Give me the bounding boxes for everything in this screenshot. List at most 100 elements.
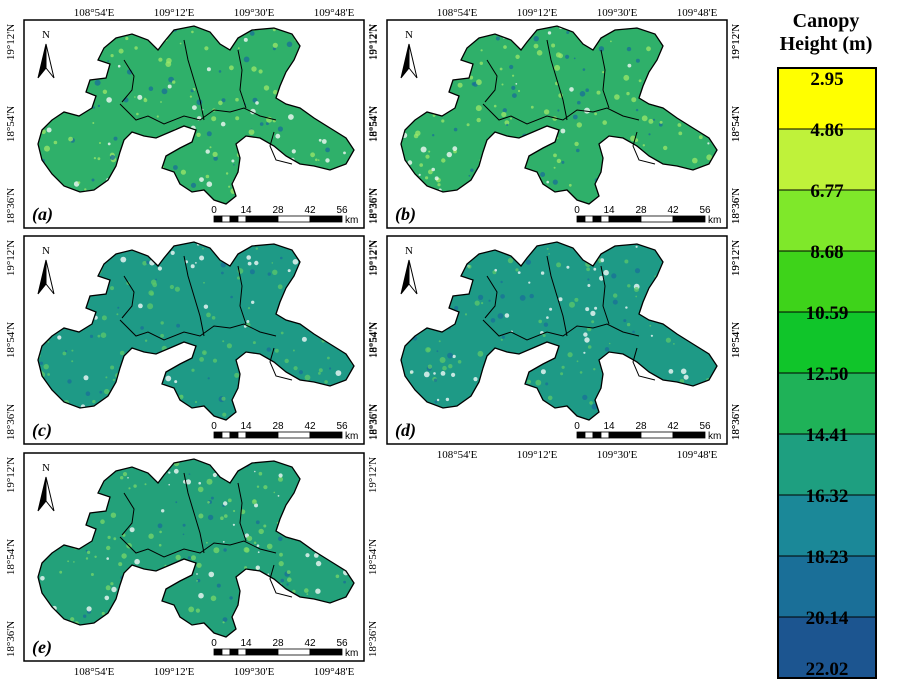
legend-value-label: 20.14 [806,608,849,629]
legend-value-label: 22.02 [806,659,849,680]
lat-tick-label: 18°54'N [730,106,742,142]
lon-tick-label: 109°48'E [677,449,718,461]
scale-unit: km [345,431,358,442]
legend-swatch [777,67,877,130]
lon-tick-label: 109°30'E [234,666,275,678]
scale-tick-label: 56 [336,205,348,216]
lat-tick-label: 18°36'N [730,404,742,440]
lat-tick-label: 19°12'N [730,24,742,60]
scale-tick-label: 42 [667,205,679,216]
legend-title-line1: Canopy [793,10,860,32]
legend-swatch [777,616,877,679]
lat-tick-label: 19°12'N [368,240,380,276]
legend-swatch [777,372,877,435]
lat-tick-label: 19°12'N [367,24,379,60]
lat-tick-label: 18°36'N [368,188,380,224]
legend-value-label: 6.77 [810,181,844,202]
scale-tick-label: 0 [574,421,580,432]
lat-tick-label: 19°12'N [5,24,17,60]
scale-tick-label: 0 [211,421,217,432]
lat-tick-label: 19°12'N [367,457,379,493]
legend-value-label: 4.86 [810,120,843,141]
north-arrow: N [37,462,55,512]
scale-unit: km [708,215,721,226]
lat-tick-label: 18°54'N [730,322,742,358]
lon-tick-label: 109°12'E [154,666,195,678]
lat-tick-label: 19°12'N [367,240,379,276]
lon-tick-label: 109°30'E [234,7,275,19]
lat-tick-label: 18°36'N [368,404,380,440]
scale-tick-label: 14 [240,638,252,649]
north-arrow: N [37,29,55,79]
panel-label: (e) [32,637,52,658]
lon-tick-label: 109°48'E [314,7,355,19]
lat-tick-label: 18°36'N [730,404,742,440]
legend-swatch [777,189,877,252]
lat-tick-label: 18°36'N [5,621,17,657]
scale-tick-label: 0 [211,638,217,649]
legend-value-label: 12.50 [806,364,849,385]
lon-tick-label: 108°54'E [437,7,478,19]
scale-tick-label: 56 [336,638,348,649]
lat-tick-label: 19°12'N [730,240,742,276]
legend-swatch [777,555,877,618]
scale-tick-label: 28 [272,638,284,649]
scale-tick-label: 56 [336,421,348,432]
panel-label: (b) [395,204,416,225]
panel-label: (d) [395,420,416,441]
lat-tick-label: 18°36'N [367,404,379,440]
north-label: N [42,462,50,474]
lon-tick-label: 109°12'E [517,449,558,461]
north-arrow: N [37,245,55,295]
legend-value-label: 14.41 [806,425,849,446]
legend-swatch [777,128,877,191]
lat-tick-label: 18°54'N [5,539,17,575]
lat-tick-label: 18°36'N [5,404,17,440]
lon-tick-label: 108°54'E [74,7,115,19]
scale-tick-label: 56 [699,421,711,432]
lon-tick-label: 109°12'E [154,7,195,19]
scale-tick-label: 56 [699,205,711,216]
scale-unit: km [708,431,721,442]
scale-tick-label: 42 [667,421,679,432]
scale-tick-label: 42 [304,638,316,649]
lon-tick-label: 108°54'E [74,666,115,678]
lat-tick-label: 18°54'N [730,106,742,142]
north-arrow: N [400,245,418,295]
lat-tick-label: 18°54'N [5,322,17,358]
lat-tick-label: 18°54'N [367,322,379,358]
lon-tick-label: 109°48'E [677,7,718,19]
north-label: N [42,29,50,41]
lat-tick-label: 18°54'N [367,539,379,575]
legend-value-label: 8.68 [810,242,843,263]
scale-tick-label: 0 [211,205,217,216]
scale-unit: km [345,215,358,226]
scale-tick-label: 28 [635,421,647,432]
legend-value-label: 2.95 [810,69,843,90]
scale-tick-label: 0 [574,205,580,216]
lat-tick-label: 18°54'N [368,322,380,358]
lat-tick-label: 19°12'N [730,24,742,60]
lat-tick-label: 18°36'N [730,188,742,224]
scale-tick-label: 14 [603,205,615,216]
legend-value-label: 10.59 [806,303,849,324]
lat-tick-label: 18°36'N [367,188,379,224]
panel-label: (c) [32,420,52,441]
scale-tick-label: 28 [272,421,284,432]
lon-tick-label: 109°12'E [517,7,558,19]
scale-unit: km [345,648,358,659]
scale-tick-label: 14 [240,205,252,216]
scale-tick-label: 42 [304,205,316,216]
scale-tick-label: 28 [272,205,284,216]
scale-tick-label: 14 [240,421,252,432]
